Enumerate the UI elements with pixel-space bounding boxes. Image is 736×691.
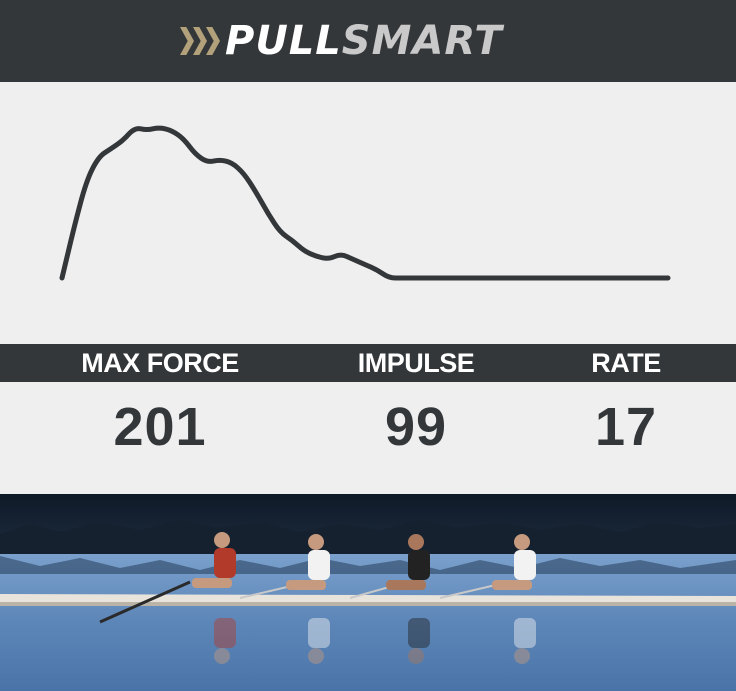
force-curve-svg [59, 125, 671, 281]
rate-value: 17 [594, 397, 658, 457]
logo-text-pull: PULL [225, 18, 342, 64]
pullsmart-logo: PULLSMART [180, 18, 503, 64]
force-curve-chart [0, 82, 736, 344]
impulse-label: IMPULSE [357, 348, 475, 378]
rowing-crew-photo [0, 494, 736, 691]
logo-wordmark: PULLSMART [225, 18, 503, 64]
impulse-value: 99 [384, 397, 448, 457]
app-header: PULLSMART [0, 0, 736, 82]
logo-text-smart: SMART [341, 18, 503, 64]
max-force-value: 201 [113, 397, 207, 457]
triple-chevron-icon [180, 27, 220, 55]
rowing-photo-illustration [0, 494, 736, 691]
max-force-label: MAX FORCE [81, 348, 239, 378]
force-curve-line [59, 125, 671, 281]
rate-label: RATE [591, 348, 661, 378]
stats-header-bar: MAX FORCE IMPULSE RATE [0, 344, 736, 382]
